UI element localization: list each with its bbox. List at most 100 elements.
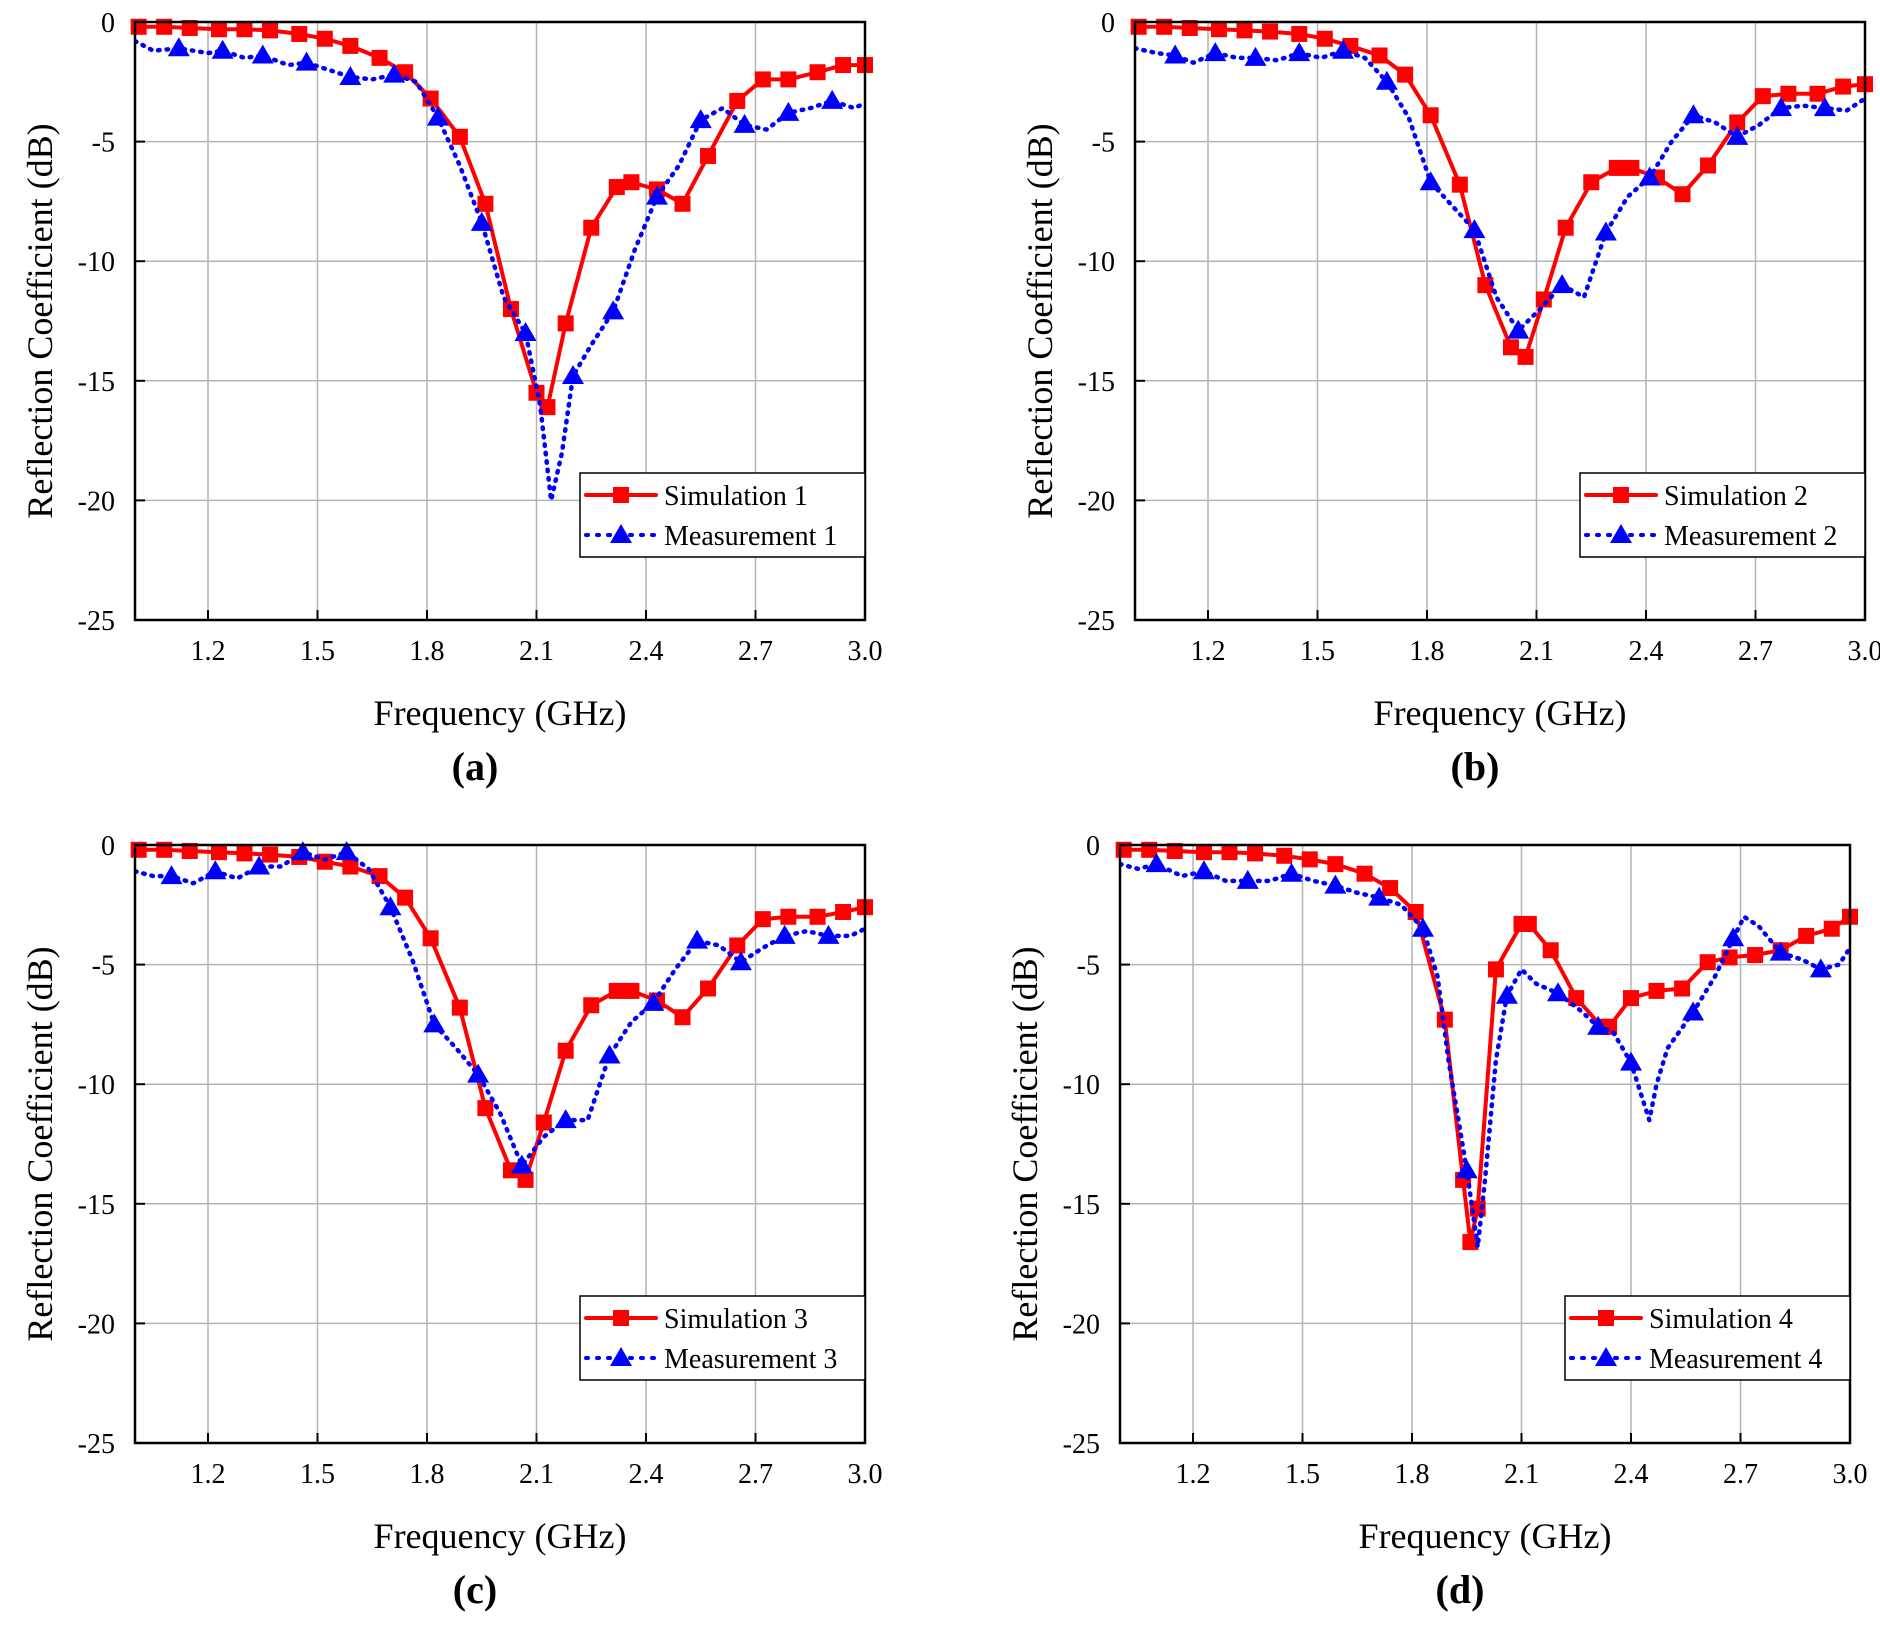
- data-point-square: [558, 315, 574, 331]
- x-tick-label: 2.4: [1629, 636, 1664, 667]
- y-tick-label: -10: [78, 247, 115, 278]
- legend-label: Simulation 1: [664, 481, 808, 512]
- data-point-square: [1521, 916, 1537, 932]
- data-point-square: [1747, 947, 1763, 963]
- data-point-square: [1623, 990, 1639, 1006]
- data-point-square: [317, 31, 333, 47]
- data-point-triangle: [1244, 47, 1266, 66]
- data-point-triangle: [602, 300, 624, 319]
- x-tick-label: 2.1: [519, 1459, 554, 1490]
- data-point-square: [1357, 866, 1373, 882]
- legend-marker-square: [1613, 487, 1629, 503]
- x-tick-label: 1.8: [410, 1459, 445, 1490]
- data-point-triangle: [1551, 274, 1573, 293]
- data-point-triangle: [1420, 171, 1442, 190]
- data-point-triangle: [1682, 1001, 1704, 1020]
- data-point-square: [1222, 844, 1238, 860]
- data-point-square: [1543, 942, 1559, 958]
- legend-label: Measurement 1: [664, 521, 837, 552]
- x-tick-label: 3.0: [848, 1459, 883, 1490]
- data-point-square: [675, 1009, 691, 1025]
- x-tick-label: 3.0: [848, 636, 883, 667]
- x-axis-title: Frequency (GHz): [1374, 693, 1627, 733]
- x-tick-label: 2.4: [629, 636, 664, 667]
- legend-marker-square: [613, 1310, 629, 1326]
- data-point-square: [262, 847, 278, 863]
- y-tick-label: -10: [1063, 1070, 1100, 1101]
- data-point-square: [835, 904, 851, 920]
- x-tick-label: 2.1: [1504, 1459, 1539, 1490]
- legend: Simulation 1 Measurement 1: [580, 473, 865, 557]
- data-point-triangle: [1620, 1052, 1642, 1071]
- data-point-square: [623, 174, 639, 190]
- data-point-triangle: [686, 930, 708, 949]
- data-point-square: [675, 196, 691, 212]
- data-point-square: [452, 1000, 468, 1016]
- y-tick-label: 0: [1101, 8, 1115, 39]
- data-point-square: [583, 997, 599, 1013]
- x-tick-label: 2.1: [1519, 636, 1554, 667]
- legend-label: Simulation 2: [1664, 481, 1808, 512]
- data-point-triangle: [161, 865, 183, 884]
- data-point-triangle: [1288, 42, 1310, 61]
- x-tick-label: 2.4: [1614, 1459, 1649, 1490]
- x-tick-label: 1.2: [1176, 1459, 1211, 1490]
- x-tick-label: 2.4: [629, 1459, 664, 1490]
- x-tick-label: 2.7: [738, 636, 773, 667]
- data-point-square: [1675, 186, 1691, 202]
- data-point-square: [1798, 928, 1814, 944]
- data-point-square: [1518, 349, 1534, 365]
- legend-label: Measurement 3: [664, 1344, 837, 1375]
- y-tick-label: 0: [101, 8, 115, 39]
- data-point-square: [755, 71, 771, 87]
- x-tick-label: 1.2: [191, 1459, 226, 1490]
- y-axis-title: Reflection Coefficient (dB): [1020, 123, 1060, 518]
- y-tick-label: -5: [1092, 128, 1115, 159]
- data-point-square: [1810, 86, 1826, 102]
- legend: Simulation 3 Measurement 3: [580, 1296, 865, 1380]
- data-point-square: [623, 983, 639, 999]
- data-point-triangle: [1193, 860, 1215, 879]
- x-tick-label: 2.7: [738, 1459, 773, 1490]
- data-point-square: [780, 909, 796, 925]
- y-tick-label: -10: [1078, 247, 1115, 278]
- data-point-square: [1488, 961, 1504, 977]
- data-point-square: [1423, 107, 1439, 123]
- data-point-square: [729, 937, 745, 953]
- x-axis-title: Frequency (GHz): [374, 693, 627, 733]
- data-point-triangle: [562, 365, 584, 384]
- data-point-square: [1503, 339, 1519, 355]
- x-tick-label: 3.0: [1833, 1459, 1868, 1490]
- data-point-triangle: [467, 1064, 489, 1083]
- series-simulation: [131, 842, 873, 1188]
- data-point-square: [291, 26, 307, 42]
- x-tick-label: 1.8: [1395, 1459, 1430, 1490]
- x-tick-label: 1.8: [1410, 636, 1445, 667]
- y-axis-title: Reflection Coefficient (dB): [20, 123, 60, 518]
- data-point-triangle: [168, 37, 190, 56]
- data-point-square: [237, 845, 253, 861]
- x-tick-label: 2.7: [1738, 636, 1773, 667]
- y-tick-label: -15: [1063, 1190, 1100, 1221]
- y-tick-label: -10: [78, 1070, 115, 1101]
- data-point-square: [609, 983, 625, 999]
- y-tick-label: -15: [1078, 367, 1115, 398]
- x-tick-label: 2.1: [519, 636, 554, 667]
- x-tick-label: 1.5: [300, 1459, 335, 1490]
- data-point-square: [1196, 844, 1212, 860]
- y-tick-label: -25: [78, 606, 115, 637]
- y-tick-label: -15: [78, 1190, 115, 1221]
- data-point-square: [1835, 79, 1851, 95]
- y-tick-label: -5: [1077, 951, 1100, 982]
- legend-label: Simulation 3: [664, 1304, 808, 1335]
- x-tick-label: 1.2: [191, 636, 226, 667]
- data-point-square: [211, 21, 227, 37]
- data-point-triangle: [1281, 863, 1303, 882]
- data-point-square: [1674, 981, 1690, 997]
- data-point-square: [1276, 848, 1292, 864]
- data-point-square: [372, 50, 388, 66]
